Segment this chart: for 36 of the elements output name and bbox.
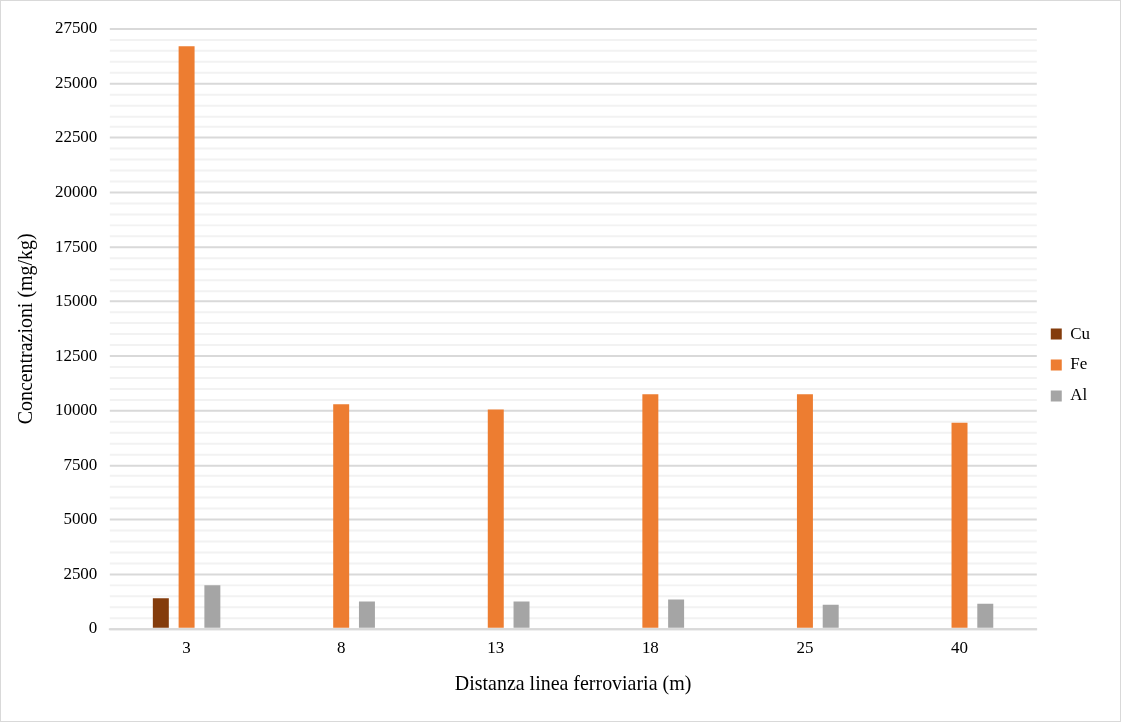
y-tick-label: 10000 bbox=[54, 400, 98, 420]
legend-label: Al bbox=[1070, 385, 1088, 405]
bar bbox=[333, 404, 350, 628]
legend-label: Fe bbox=[1070, 354, 1088, 374]
y-tick-label: 15000 bbox=[54, 291, 98, 311]
x-axis-title: Distanza linea ferroviaria (m) bbox=[454, 672, 692, 696]
x-tick-label: 25 bbox=[796, 638, 814, 658]
bar bbox=[513, 601, 530, 628]
x-tick-label: 3 bbox=[182, 638, 191, 658]
y-tick-label: 5000 bbox=[63, 509, 98, 529]
y-tick-label: 12500 bbox=[54, 345, 98, 365]
y-tick-label: 2500 bbox=[63, 563, 98, 583]
y-tick-label: 0 bbox=[88, 618, 98, 638]
y-tick-label: 25000 bbox=[54, 72, 98, 92]
bar bbox=[642, 394, 659, 628]
bar bbox=[358, 601, 375, 628]
bar bbox=[487, 409, 504, 628]
x-tick-label: 18 bbox=[641, 638, 659, 658]
bar bbox=[951, 422, 968, 628]
bar bbox=[822, 604, 839, 628]
x-tick-label: 13 bbox=[487, 638, 505, 658]
y-tick-label: 20000 bbox=[54, 182, 98, 201]
y-axis-title: Concentrazioni (mg/kg) bbox=[14, 233, 38, 425]
legend-label: Cu bbox=[1070, 323, 1091, 343]
x-tick-label: 8 bbox=[336, 638, 346, 658]
bar bbox=[178, 46, 195, 628]
y-tick-label: 27500 bbox=[54, 18, 98, 38]
bar bbox=[796, 394, 813, 628]
bar bbox=[204, 585, 221, 628]
bar bbox=[152, 598, 169, 628]
y-tick-label: 17500 bbox=[54, 236, 98, 256]
bar bbox=[668, 599, 685, 628]
bar bbox=[977, 603, 994, 628]
x-tick-label: 40 bbox=[951, 638, 968, 658]
y-tick-label: 7500 bbox=[63, 454, 98, 474]
y-tick-label: 22500 bbox=[54, 127, 98, 147]
